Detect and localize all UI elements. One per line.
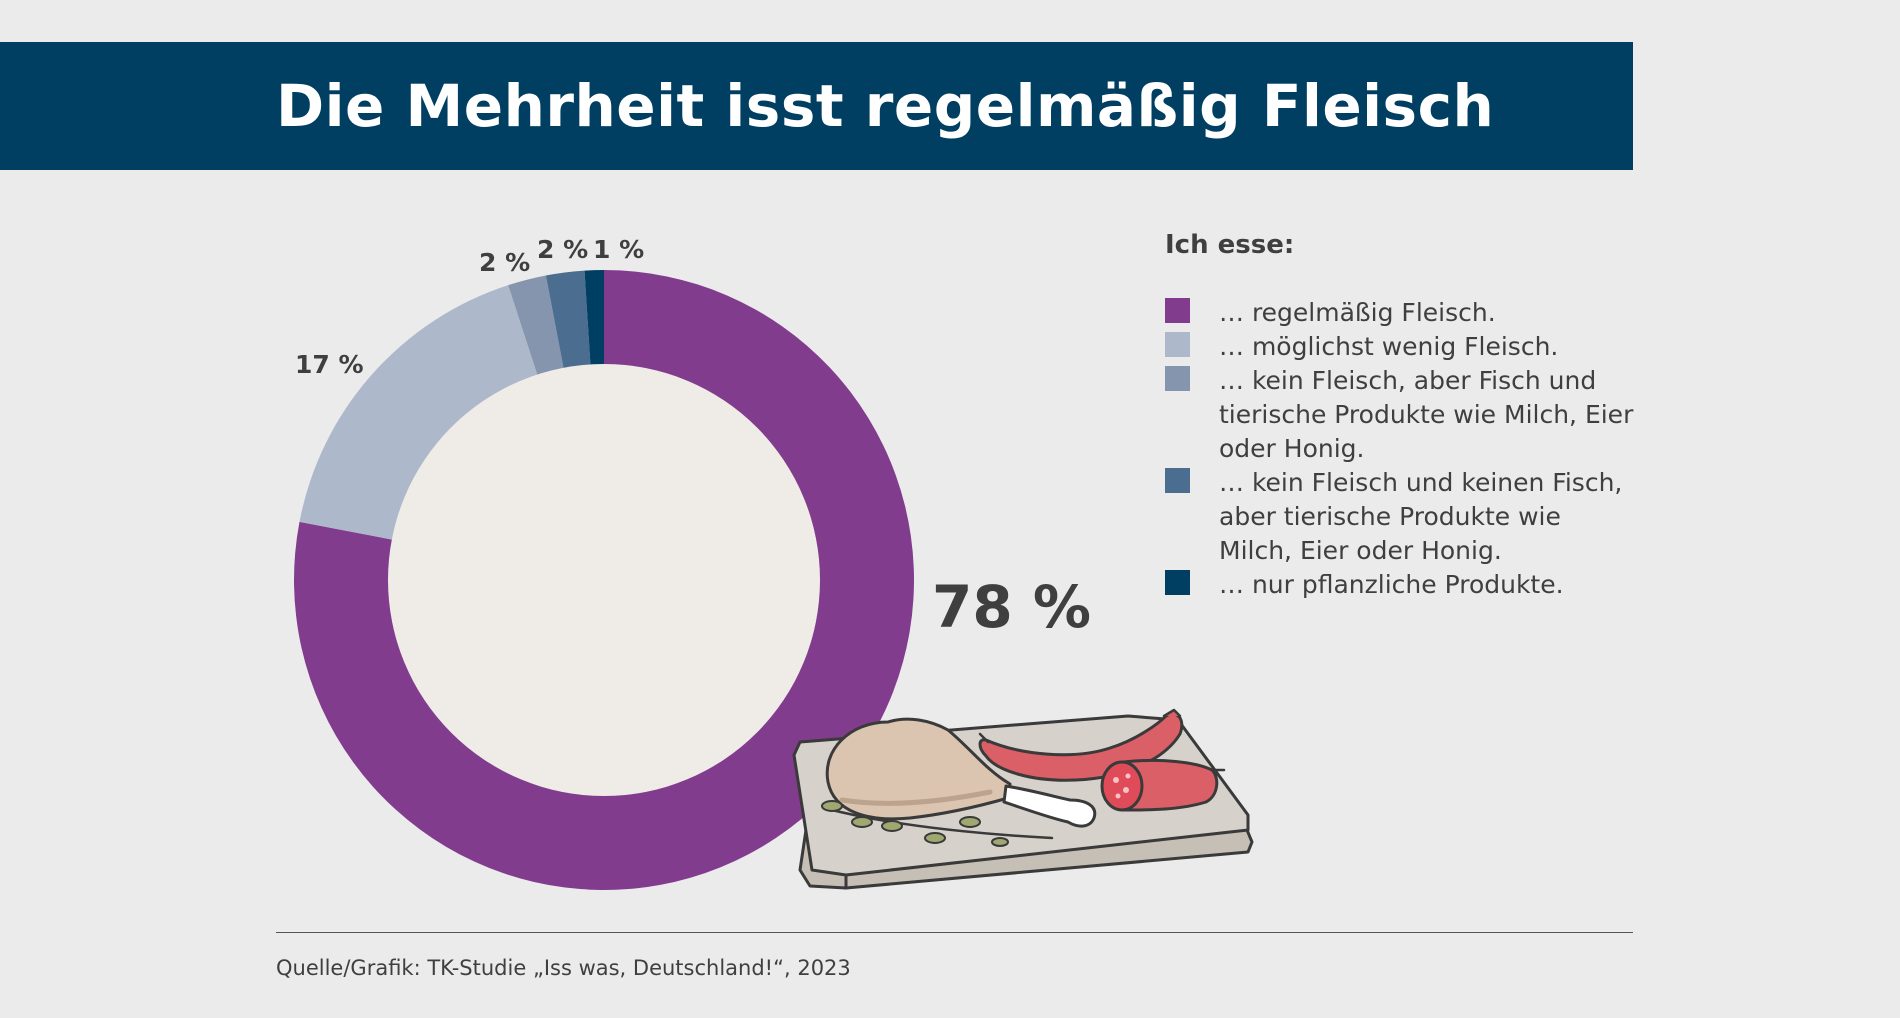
label-little-meat: 17 % — [295, 350, 364, 379]
legend-label: … möglichst wenig Fleisch. — [1219, 332, 1559, 361]
legend-title: Ich esse: — [1165, 230, 1295, 260]
legend-label: … nur pflanzliche Produkte. — [1219, 570, 1564, 599]
label-regular-meat: 78 % — [932, 573, 1092, 641]
legend-swatch — [1165, 298, 1190, 323]
label-pescetarian: 2 % — [479, 248, 531, 277]
legend-label: … kein Fleisch, aber Fisch und tierische… — [1219, 366, 1634, 463]
legend-item: … nur pflanzliche Produkte. — [1165, 568, 1635, 602]
label-vegetarian: 2 % — [537, 235, 589, 264]
legend-swatch — [1165, 366, 1190, 391]
legend-item: … kein Fleisch und keinen Fisch, aber ti… — [1165, 466, 1635, 568]
page-title: Die Mehrheit isst regelmäßig Fleisch — [276, 72, 1495, 140]
donut-hole — [388, 364, 820, 796]
legend-item: … kein Fleisch, aber Fisch und tierische… — [1165, 364, 1635, 466]
legend-swatch — [1165, 570, 1190, 595]
legend: … regelmäßig Fleisch. … möglichst wenig … — [1165, 296, 1635, 602]
legend-label: … kein Fleisch und keinen Fisch, aber ti… — [1219, 468, 1623, 565]
legend-label: … regelmäßig Fleisch. — [1219, 298, 1496, 327]
legend-item: … möglichst wenig Fleisch. — [1165, 330, 1635, 364]
legend-swatch — [1165, 468, 1190, 493]
legend-item: … regelmäßig Fleisch. — [1165, 296, 1635, 330]
label-vegan: 1 % — [593, 235, 645, 264]
header-banner: Die Mehrheit isst regelmäßig Fleisch — [0, 42, 1633, 170]
legend-swatch — [1165, 332, 1190, 357]
source-note: Quelle/Grafik: TK-Studie „Iss was, Deuts… — [276, 956, 851, 980]
meat-board-illustration — [792, 708, 1254, 890]
footer-divider — [276, 932, 1633, 933]
